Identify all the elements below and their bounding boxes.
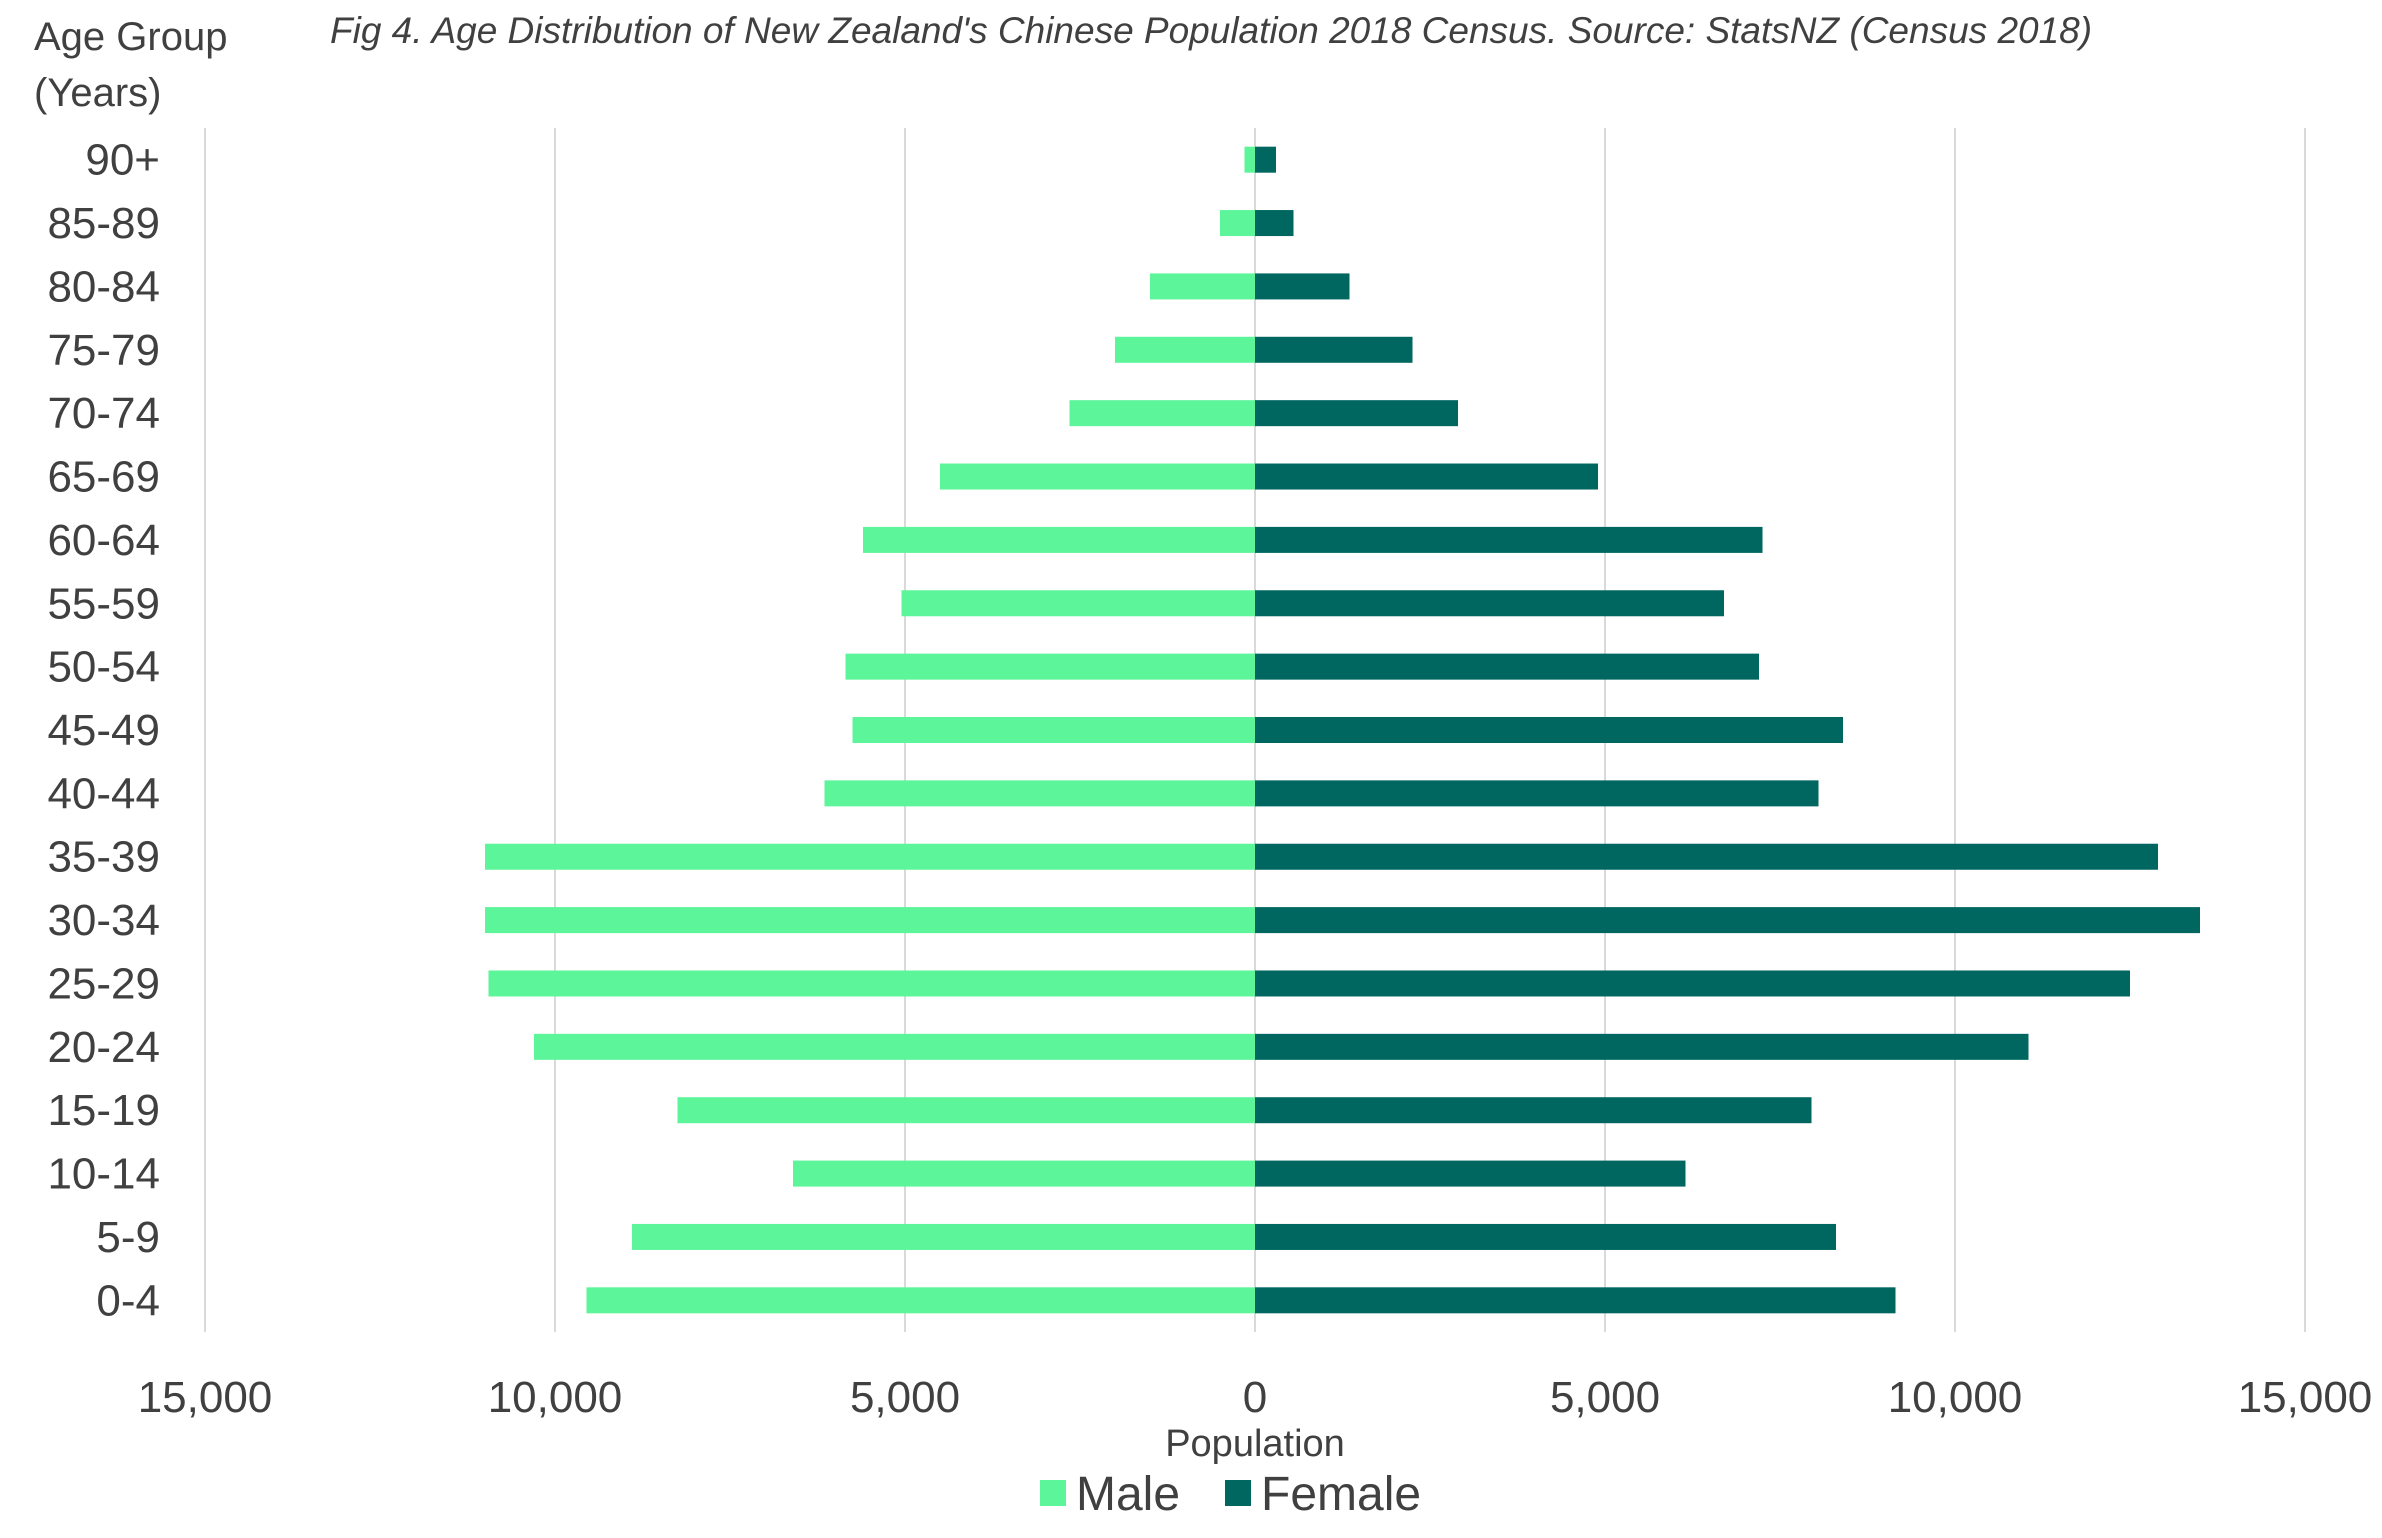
x-tick-label: 0	[1243, 1373, 1267, 1422]
y-tick-label: 70-74	[47, 389, 160, 438]
y-tick-label: 40-44	[47, 769, 160, 818]
bar-male	[485, 843, 1255, 870]
y-axis-label-line1: Age Group	[34, 15, 227, 59]
y-tick-label: 65-69	[47, 453, 160, 502]
bar-male	[852, 717, 1255, 743]
y-tick-label: 25-29	[47, 959, 160, 1008]
bar-female	[1255, 1097, 1812, 1124]
bar-female	[1255, 210, 1294, 237]
legend-swatch	[1225, 1480, 1251, 1506]
y-tick-label: 10-14	[47, 1150, 160, 1199]
y-tick-label: 20-24	[47, 1023, 160, 1072]
legend-label: Male	[1076, 1468, 1180, 1521]
bar-female	[1255, 146, 1276, 173]
bar-male	[845, 653, 1255, 680]
bar-female	[1255, 1033, 2029, 1060]
bar-male	[488, 970, 1255, 997]
bar-male	[677, 1097, 1255, 1124]
bar-female	[1255, 653, 1759, 680]
y-tick-label: 45-49	[47, 706, 160, 755]
bar-male	[1069, 400, 1255, 427]
y-tick-label: 80-84	[47, 262, 160, 311]
bar-male	[901, 590, 1255, 617]
labels: Fig 4. Age Distribution of New Zealand's…	[34, 10, 2372, 1465]
bar-female	[1255, 970, 2130, 997]
y-tick-label: 60-64	[47, 516, 160, 565]
x-tick-label: 5,000	[850, 1373, 960, 1422]
bar-female	[1255, 463, 1598, 490]
bar-female	[1255, 1287, 1896, 1314]
bar-female	[1255, 273, 1350, 300]
bar-male	[793, 1160, 1255, 1187]
bar-female	[1255, 590, 1724, 617]
x-tick-label: 10,000	[1888, 1373, 2023, 1422]
y-tick-label: 75-79	[47, 326, 160, 375]
x-tick-label: 5,000	[1550, 1373, 1660, 1422]
y-tick-label: 55-59	[47, 579, 160, 628]
bar-male	[534, 1033, 1255, 1060]
y-tick-label: 85-89	[47, 199, 160, 248]
y-tick-label: 15-19	[47, 1086, 160, 1135]
legend-swatch	[1040, 1480, 1066, 1506]
bar-female	[1255, 400, 1458, 427]
bar-male	[632, 1223, 1255, 1250]
bar-female	[1255, 907, 2200, 934]
bar-male	[824, 780, 1255, 807]
bar-female	[1255, 336, 1413, 363]
legend: Male Female	[1040, 1468, 1421, 1521]
bar-male	[1115, 336, 1255, 363]
x-tick-label: 15,000	[2238, 1373, 2373, 1422]
chart-title: Fig 4. Age Distribution of New Zealand's…	[330, 10, 2092, 51]
bar-male	[485, 907, 1255, 934]
bar-male	[940, 463, 1255, 490]
y-tick-label: 50-54	[47, 643, 160, 692]
legend-label: Female	[1261, 1468, 1421, 1521]
bar-female	[1255, 526, 1763, 553]
bar-male	[863, 526, 1255, 553]
y-tick-label: 30-34	[47, 896, 160, 945]
y-tick-label: 35-39	[47, 833, 160, 882]
bars	[485, 146, 2200, 1314]
y-tick-label: 0-4	[96, 1276, 160, 1325]
bar-male	[586, 1287, 1255, 1314]
bar-male	[1244, 146, 1255, 173]
y-axis-label-line2: (Years)	[34, 71, 161, 115]
bar-male	[1150, 273, 1255, 300]
x-axis-label: Population	[1165, 1423, 1345, 1465]
bar-female	[1255, 843, 2158, 870]
bar-female	[1255, 1223, 1836, 1250]
bar-female	[1255, 717, 1843, 743]
x-tick-label: 15,000	[138, 1373, 273, 1422]
x-tick-label: 10,000	[488, 1373, 623, 1422]
y-tick-label: 5-9	[96, 1213, 160, 1262]
bar-male	[1220, 210, 1255, 237]
bar-female	[1255, 780, 1819, 807]
y-tick-label: 90+	[85, 136, 160, 185]
bar-female	[1255, 1160, 1686, 1187]
